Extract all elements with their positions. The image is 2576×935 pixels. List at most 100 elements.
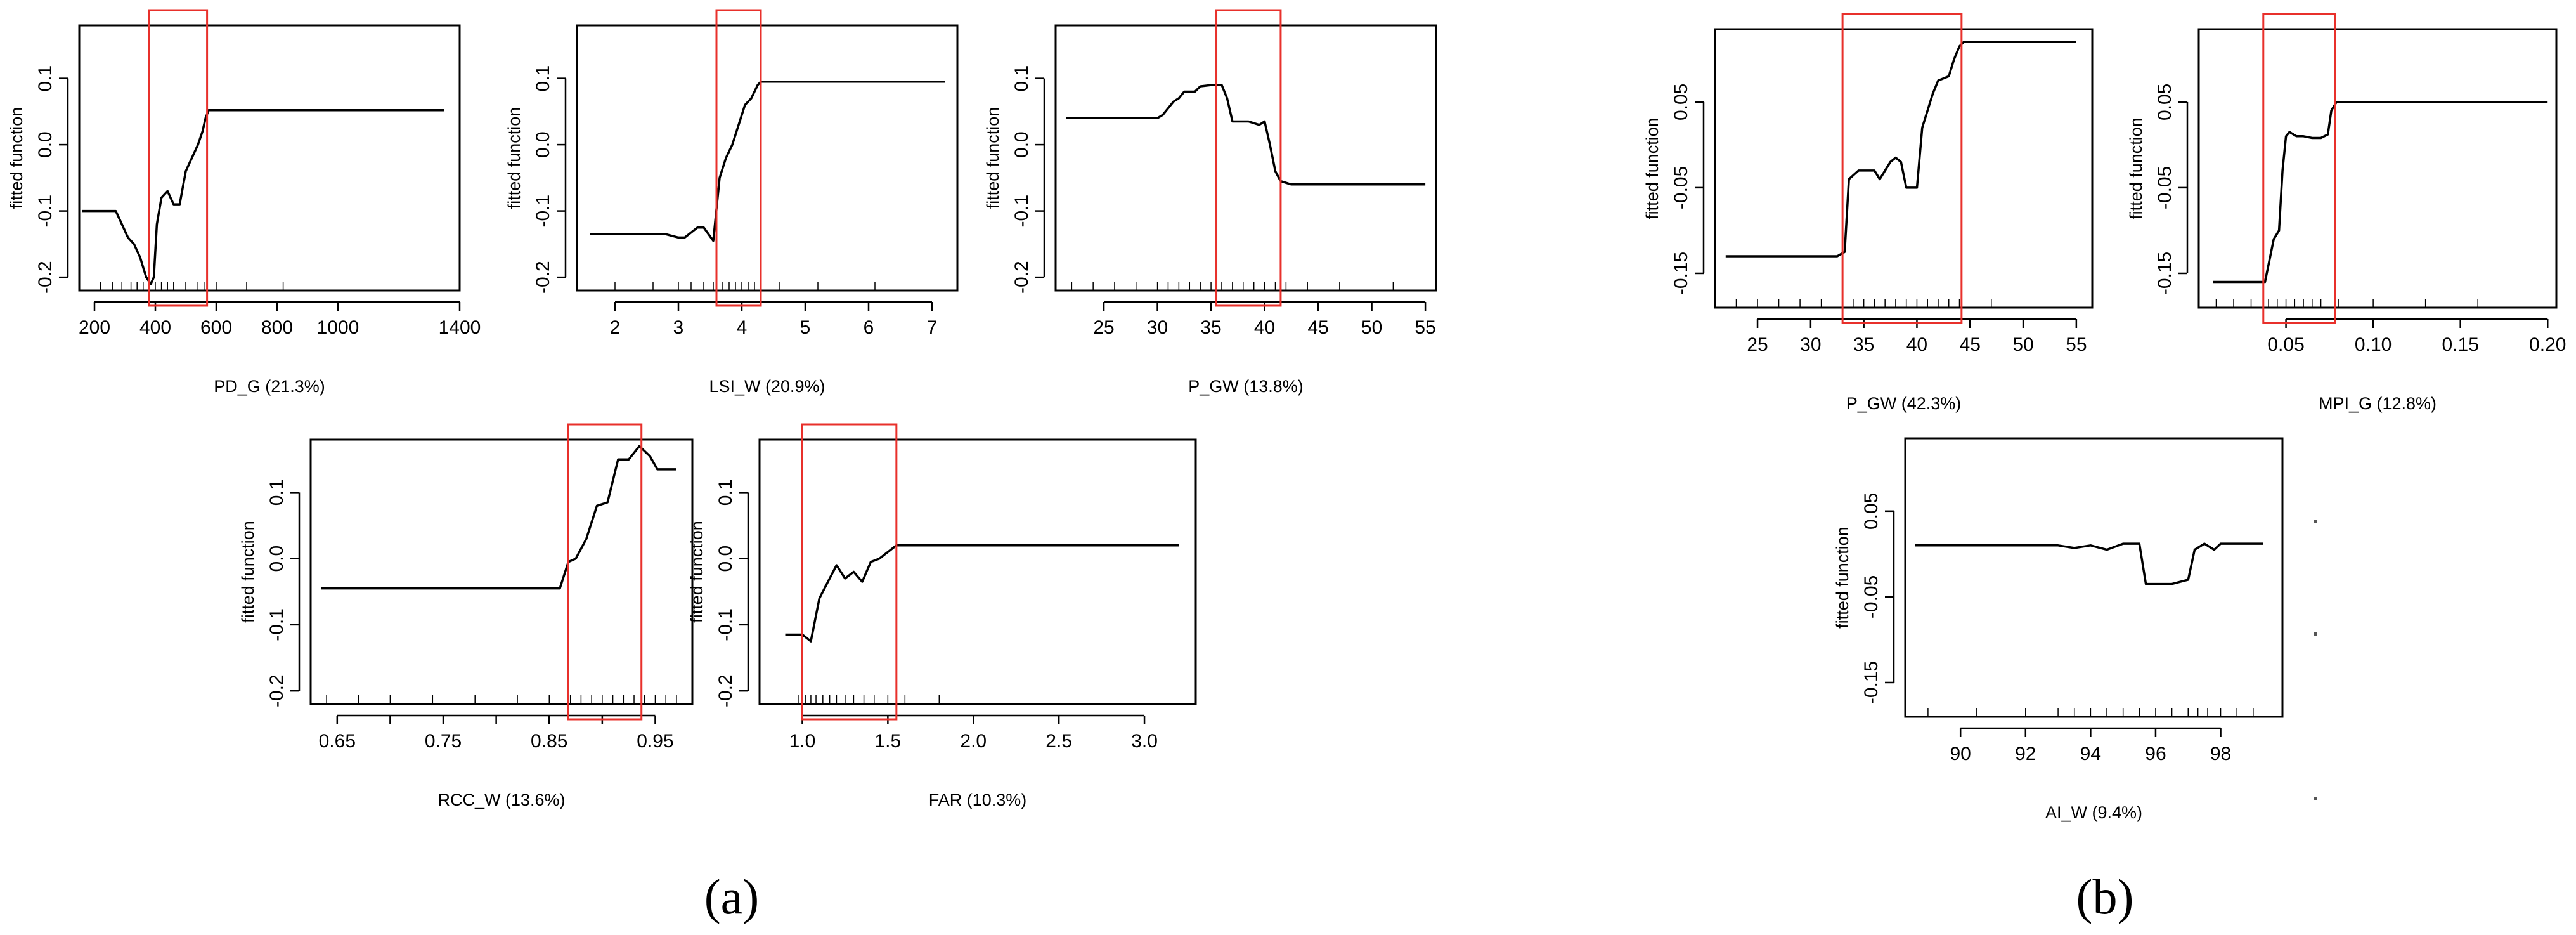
series-line	[1915, 542, 2263, 585]
y-axis-label: fitted function	[7, 107, 26, 209]
y-tick-label: -0.15	[1861, 661, 1882, 704]
x-tick-label: 4	[737, 317, 748, 338]
x-tick-label: 6	[864, 317, 874, 338]
y-tick-label: -0.2	[266, 674, 287, 707]
y-tick-label: 0.1	[1011, 65, 1032, 92]
x-tick-label: 94	[2080, 743, 2101, 764]
y-tick-label: 0.1	[266, 480, 287, 506]
subplot-4: 0.65 0.75 0.85 0.95 -0.2 -0.1 0.0 0.1 fitted fun…	[238, 423, 694, 809]
highlight-box	[1215, 9, 1282, 307]
y-axis-label: fitted function	[687, 521, 706, 623]
x-tick-label: 1000	[317, 317, 359, 338]
y-tick-label: 0.05	[1861, 493, 1882, 530]
plot-frame	[758, 438, 1197, 705]
subplot-3: 25 30 35 40 45 50 55 -0.2 -0.1 0.0 0.1 fitted funct…	[983, 9, 1437, 396]
subplot-5: 1.0 1.5 2.0 2.5 3.0 -0.2 -0.1 0.0 0.1 fitted func…	[687, 423, 1197, 809]
subplot-2: 2 3 4 5 6 7 -0.2 -0.1 0.0 0.1 fitted function LSI_W…	[505, 9, 959, 396]
highlight-box	[1841, 13, 1963, 324]
y-tick-label: -0.1	[266, 608, 287, 641]
series-line	[1725, 41, 2076, 258]
y-tick-label: 0.0	[533, 131, 553, 158]
x-axis-label: PD_G (21.3%)	[214, 377, 325, 396]
y-tick-label: 0.05	[1671, 84, 1692, 121]
y-tick-label: 0.1	[35, 65, 56, 92]
y-tick-label: 0.0	[715, 546, 736, 572]
x-tick-label: 0.15	[2442, 334, 2478, 355]
x-axis-label: AI_W (9.4%)	[2045, 803, 2142, 822]
x-tick-label: 90	[1950, 743, 1971, 764]
x-tick-label: 92	[2015, 743, 2036, 764]
x-tick-label: 50	[2012, 334, 2033, 355]
series-line	[2213, 101, 2548, 284]
y-tick-label: 0.05	[2154, 84, 2175, 121]
x-tick-label: 25	[1093, 317, 1114, 338]
x-tick-label: 200	[79, 317, 110, 338]
plot-frame	[576, 24, 959, 292]
x-tick-label: 1400	[439, 317, 481, 338]
plots-group: 200 400 600 800 1000 1400 -0.2 -0.1 0.0 0.1 fitted…	[7, 9, 2566, 822]
x-tick-label: 30	[1800, 334, 1821, 355]
x-tick-label: 98	[2210, 743, 2231, 764]
highlight-box	[148, 9, 209, 307]
plot-frame	[1904, 437, 2284, 718]
x-tick-label: 0.20	[2529, 334, 2566, 355]
x-tick-label: 40	[1906, 334, 1927, 355]
y-tick-label: 0.0	[1011, 131, 1032, 158]
x-tick-label: 25	[1747, 334, 1768, 355]
x-tick-label: 35	[1200, 317, 1221, 338]
x-tick-label: 50	[1361, 317, 1382, 338]
x-tick-label: 5	[800, 317, 811, 338]
panel-label-a: (a)	[704, 869, 760, 924]
x-tick-label: 55	[2066, 334, 2087, 355]
x-tick-label: 0.75	[425, 731, 462, 752]
x-axis-label: FAR (10.3%)	[929, 790, 1027, 809]
highlight-box	[715, 9, 762, 307]
x-tick-label: 1.0	[789, 731, 816, 752]
x-axis-label: P_GW (13.8%)	[1188, 377, 1304, 396]
y-tick-label: -0.1	[1011, 195, 1032, 228]
x-tick-label: 30	[1147, 317, 1168, 338]
x-tick-label: 45	[1960, 334, 1981, 355]
x-tick-label: 0.65	[319, 731, 356, 752]
x-axis-label: MPI_G (12.8%)	[2319, 394, 2437, 413]
stray-dots	[2314, 520, 2317, 800]
y-tick-label: -0.05	[1671, 166, 1692, 209]
x-tick-label: 96	[2145, 743, 2166, 764]
y-tick-label: -0.05	[1861, 575, 1882, 618]
plot-frame	[78, 24, 461, 292]
x-tick-label: 0.95	[637, 731, 673, 752]
subplot-7: 0.05 0.10 0.15 0.20 -0.15 -0.05 0.05 fitted fun…	[2126, 13, 2566, 413]
x-tick-label: 0.10	[2355, 334, 2392, 355]
x-tick-label: 0.85	[531, 731, 567, 752]
plot-frame	[1054, 24, 1437, 292]
x-tick-label: 2	[610, 317, 621, 338]
y-tick-label: -0.2	[715, 674, 736, 707]
y-axis-label: fitted function	[2126, 117, 2146, 219]
x-axis-label: P_GW (42.3%)	[1846, 394, 1962, 413]
series-line	[590, 81, 945, 242]
y-axis-label: fitted function	[505, 107, 524, 209]
y-axis-label: fitted function	[1833, 526, 1852, 629]
series-line	[321, 445, 676, 590]
y-tick-label: -0.2	[533, 261, 553, 294]
y-tick-label: -0.2	[1011, 261, 1032, 294]
panel-label-b: (b)	[2076, 869, 2134, 924]
y-tick-label: -0.15	[1671, 252, 1692, 295]
x-tick-label: 400	[139, 317, 171, 338]
plot-frame	[2197, 28, 2558, 309]
x-tick-label: 600	[200, 317, 232, 338]
x-axis-label: LSI_W (20.9%)	[709, 377, 825, 396]
x-axis-label: RCC_W (13.6%)	[437, 790, 565, 809]
y-tick-label: -0.1	[533, 195, 553, 228]
x-tick-label: 2.0	[960, 731, 987, 752]
y-axis-label: fitted function	[983, 107, 1002, 209]
x-tick-label: 1.5	[874, 731, 901, 752]
x-tick-label: 2.5	[1045, 731, 1072, 752]
highlight-box	[801, 423, 898, 721]
y-tick-label: -0.2	[35, 261, 56, 294]
subplot-8: 90 92 94 96 98 -0.15 -0.05 0.05 fitted function A…	[1833, 437, 2284, 822]
y-tick-label: 0.1	[533, 65, 553, 92]
x-tick-label: 800	[261, 317, 293, 338]
series-line	[1066, 84, 1426, 186]
subplot-1: 200 400 600 800 1000 1400 -0.2 -0.1 0.0 0.1 fitted…	[7, 9, 481, 396]
